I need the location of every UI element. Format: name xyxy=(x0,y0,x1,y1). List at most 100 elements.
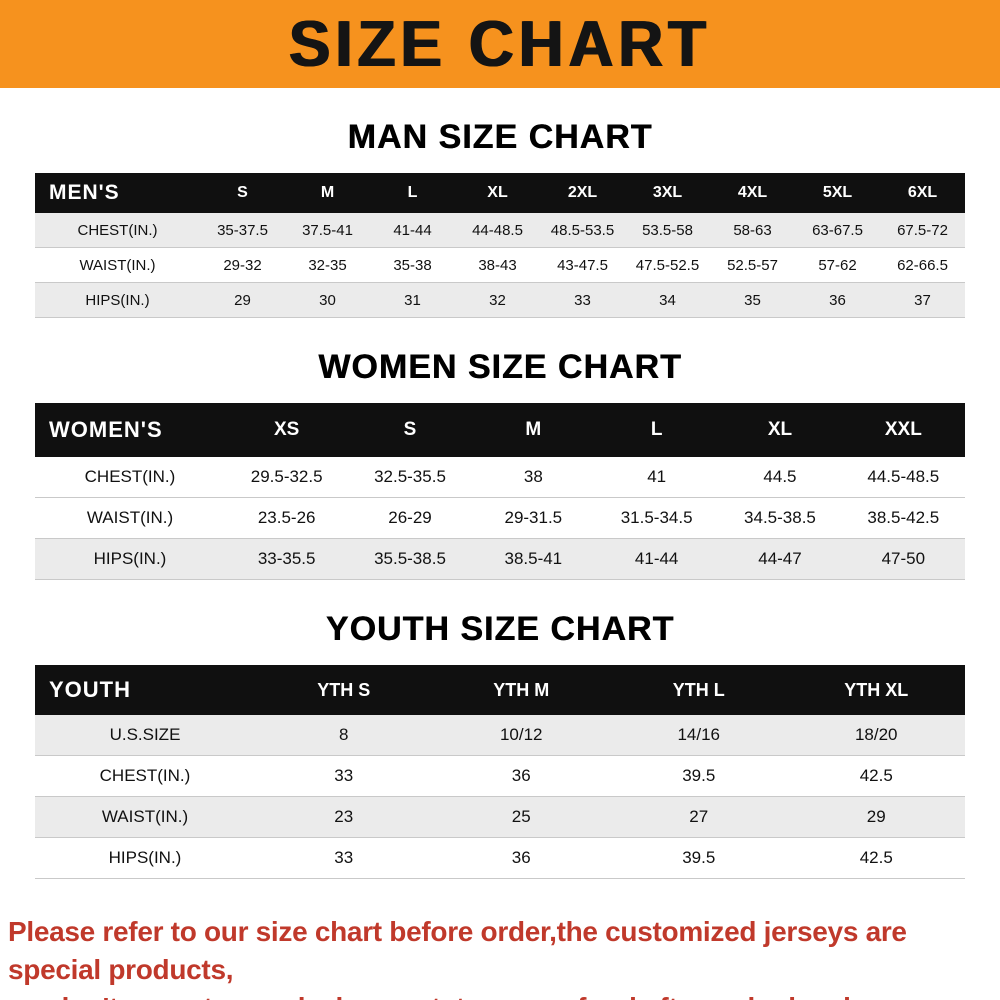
size-value: 67.5-72 xyxy=(880,213,965,248)
size-value: 31.5-34.5 xyxy=(594,497,719,539)
row-label: CHEST(IN.) xyxy=(35,755,255,797)
size-value: 43-47.5 xyxy=(540,247,625,283)
size-value: 35-38 xyxy=(370,247,455,283)
size-value: 44-47 xyxy=(718,538,842,580)
size-value: 39.5 xyxy=(610,755,788,797)
order-policy-line2: we don't accept cancel, change, teturn o… xyxy=(8,989,992,1000)
size-value: 10/12 xyxy=(432,715,610,756)
column-header: S xyxy=(348,403,472,457)
size-value: 25 xyxy=(432,796,610,838)
size-value: 29.5-32.5 xyxy=(225,457,349,498)
size-value: 32-35 xyxy=(285,247,370,283)
women-chart-heading: WOMEN SIZE CHART xyxy=(318,348,682,386)
column-header: L xyxy=(594,403,719,457)
table-row: WAIST(IN.) 23.5-26 26-29 29-31.5 31.5-34.5 34… xyxy=(35,497,965,539)
order-policy-note: Please refer to our size chart before or… xyxy=(8,913,992,1000)
man-size-section: MAN SIZE CHART MEN'S S M L XL 2XL 3XL 4XL 5XL 6XL… xyxy=(0,88,1000,318)
order-policy-line1: Please refer to our size chart before or… xyxy=(8,916,907,986)
size-value: 36 xyxy=(795,282,880,318)
table-row: CHEST(IN.) 33 36 39.5 42.5 xyxy=(35,755,965,797)
size-value: 41 xyxy=(594,457,719,498)
row-label: HIPS(IN.) xyxy=(35,837,255,879)
size-value: 44-48.5 xyxy=(455,213,540,248)
size-value: 37 xyxy=(880,282,965,318)
banner-title: SIZE CHART xyxy=(289,7,711,81)
size-value: 33 xyxy=(255,837,433,879)
size-value: 23.5-26 xyxy=(225,497,349,539)
size-value: 32.5-35.5 xyxy=(348,457,472,498)
column-header: YTH XL xyxy=(787,665,965,715)
size-value: 38-43 xyxy=(455,247,540,283)
table-title-cell: MEN'S xyxy=(35,173,200,213)
table-header-row: YOUTH YTH S YTH M YTH L YTH XL xyxy=(35,665,965,715)
size-value: 42.5 xyxy=(787,837,965,879)
column-header: YTH L xyxy=(610,665,788,715)
size-value: 29 xyxy=(200,282,285,318)
youth-chart-heading: YOUTH SIZE CHART xyxy=(325,610,675,648)
table-title-cell: WOMEN'S xyxy=(35,403,225,457)
women-size-table: WOMEN'S XS S M L XL XXL CHEST(IN.) 29.5-32.5 32.5… xyxy=(35,403,965,580)
table-row: WAIST(IN.) 29-32 32-35 35-38 38-43 43-47.5 47.… xyxy=(35,247,965,283)
column-header: M xyxy=(471,403,595,457)
column-header: 6XL xyxy=(880,173,965,213)
row-label: WAIST(IN.) xyxy=(35,796,255,838)
size-value: 33-35.5 xyxy=(225,538,349,580)
table-row: CHEST(IN.) 35-37.5 37.5-41 41-44 44-48.5 48.5… xyxy=(35,213,965,248)
table-row: HIPS(IN.) 33-35.5 35.5-38.5 38.5-41 41-44 44-… xyxy=(35,538,965,580)
size-value: 29-31.5 xyxy=(471,497,595,539)
table-header-row: MEN'S S M L XL 2XL 3XL 4XL 5XL 6XL xyxy=(35,173,965,213)
size-value: 63-67.5 xyxy=(795,213,880,248)
size-value: 29 xyxy=(787,796,965,838)
size-value: 38 xyxy=(471,457,595,498)
size-value: 30 xyxy=(285,282,370,318)
size-value: 41-44 xyxy=(370,213,455,248)
man-size-table: MEN'S S M L XL 2XL 3XL 4XL 5XL 6XL CHEST(IN.) 35-37… xyxy=(35,173,965,318)
size-value: 35 xyxy=(710,282,795,318)
size-value: 38.5-42.5 xyxy=(841,497,965,539)
man-chart-heading: MAN SIZE CHART xyxy=(347,118,653,156)
size-value: 35.5-38.5 xyxy=(348,538,472,580)
column-header: YTH M xyxy=(432,665,610,715)
size-value: 32 xyxy=(455,282,540,318)
size-value: 35-37.5 xyxy=(200,213,285,248)
size-value: 44.5 xyxy=(718,457,842,498)
size-value: 34.5-38.5 xyxy=(718,497,842,539)
table-row: HIPS(IN.) 29 30 31 32 33 34 35 36 37 xyxy=(35,282,965,318)
table-row: CHEST(IN.) 29.5-32.5 32.5-35.5 38 41 44.5 44.5… xyxy=(35,457,965,498)
women-size-section: WOMEN SIZE CHART WOMEN'S XS S M L XL XXL CHEST(… xyxy=(0,318,1000,580)
size-value: 57-62 xyxy=(795,247,880,283)
size-value: 14/16 xyxy=(610,715,788,756)
row-label: CHEST(IN.) xyxy=(35,213,200,248)
size-value: 36 xyxy=(432,837,610,879)
size-value: 36 xyxy=(432,755,610,797)
size-value: 23 xyxy=(255,796,433,838)
size-value: 29-32 xyxy=(200,247,285,283)
table-row: WAIST(IN.) 23 25 27 29 xyxy=(35,796,965,838)
size-value: 8 xyxy=(255,715,433,756)
size-value: 38.5-41 xyxy=(471,538,595,580)
table-header-row: WOMEN'S XS S M L XL XXL xyxy=(35,403,965,457)
size-value: 26-29 xyxy=(348,497,472,539)
column-header: XS xyxy=(225,403,349,457)
size-value: 58-63 xyxy=(710,213,795,248)
table-row: HIPS(IN.) 33 36 39.5 42.5 xyxy=(35,837,965,879)
size-value: 27 xyxy=(610,796,788,838)
column-header: 2XL xyxy=(540,173,625,213)
column-header: 4XL xyxy=(710,173,795,213)
column-header: XL xyxy=(455,173,540,213)
row-label: HIPS(IN.) xyxy=(35,282,200,318)
size-chart-banner: SIZE CHART xyxy=(0,0,1000,88)
column-header: YTH S xyxy=(255,665,433,715)
size-value: 62-66.5 xyxy=(880,247,965,283)
size-value: 31 xyxy=(370,282,455,318)
youth-size-table: YOUTH YTH S YTH M YTH L YTH XL U.S.SIZE 8 10/12… xyxy=(35,665,965,879)
size-value: 52.5-57 xyxy=(710,247,795,283)
size-value: 53.5-58 xyxy=(625,213,710,248)
size-value: 44.5-48.5 xyxy=(841,457,965,498)
column-header: XL xyxy=(718,403,842,457)
size-value: 47.5-52.5 xyxy=(625,247,710,283)
size-value: 39.5 xyxy=(610,837,788,879)
row-label: U.S.SIZE xyxy=(35,715,255,756)
size-value: 41-44 xyxy=(594,538,719,580)
row-label: CHEST(IN.) xyxy=(35,457,225,498)
